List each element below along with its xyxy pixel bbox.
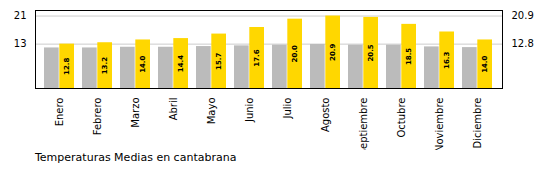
svg-text:16.3: 16.3 bbox=[443, 51, 451, 68]
svg-text:Noviembre: Noviembre bbox=[434, 98, 445, 151]
svg-text:Agosto: Agosto bbox=[320, 98, 331, 133]
svg-text:Mayo: Mayo bbox=[206, 98, 217, 125]
svg-text:17.6: 17.6 bbox=[253, 49, 261, 66]
svg-text:12.8: 12.8 bbox=[63, 58, 71, 75]
svg-text:14.4: 14.4 bbox=[177, 55, 185, 72]
svg-text:13.2: 13.2 bbox=[101, 57, 109, 74]
svg-text:21: 21 bbox=[14, 10, 27, 21]
svg-text:20.5: 20.5 bbox=[367, 44, 375, 61]
svg-text:Julio: Julio bbox=[282, 98, 293, 120]
svg-text:Diciembre: Diciembre bbox=[472, 98, 483, 149]
html-text:Temperaturas Medias en cantabr: Temperaturas Medias en cantabrana bbox=[35, 151, 237, 164]
svg-text:Abril: Abril bbox=[168, 98, 179, 121]
svg-text:12.8: 12.8 bbox=[512, 38, 534, 49]
svg-text:20.9: 20.9 bbox=[512, 10, 534, 21]
svg-text:14.0: 14.0 bbox=[139, 55, 147, 72]
svg-text:Junio: Junio bbox=[244, 98, 255, 124]
svg-text:Marzo: Marzo bbox=[130, 98, 141, 128]
svg-text:Septiembre: Septiembre bbox=[358, 98, 369, 151]
svg-text:Enero: Enero bbox=[54, 98, 65, 127]
svg-text:20.0: 20.0 bbox=[291, 45, 299, 62]
svg-text:15.7: 15.7 bbox=[215, 53, 223, 70]
svg-text:20.9: 20.9 bbox=[329, 44, 337, 61]
svg-text:13: 13 bbox=[14, 38, 27, 49]
svg-text:Febrero: Febrero bbox=[92, 98, 103, 136]
svg-text:14.0: 14.0 bbox=[481, 55, 489, 72]
svg-text:Octubre: Octubre bbox=[396, 98, 407, 138]
svg-text:18.5: 18.5 bbox=[405, 48, 413, 65]
